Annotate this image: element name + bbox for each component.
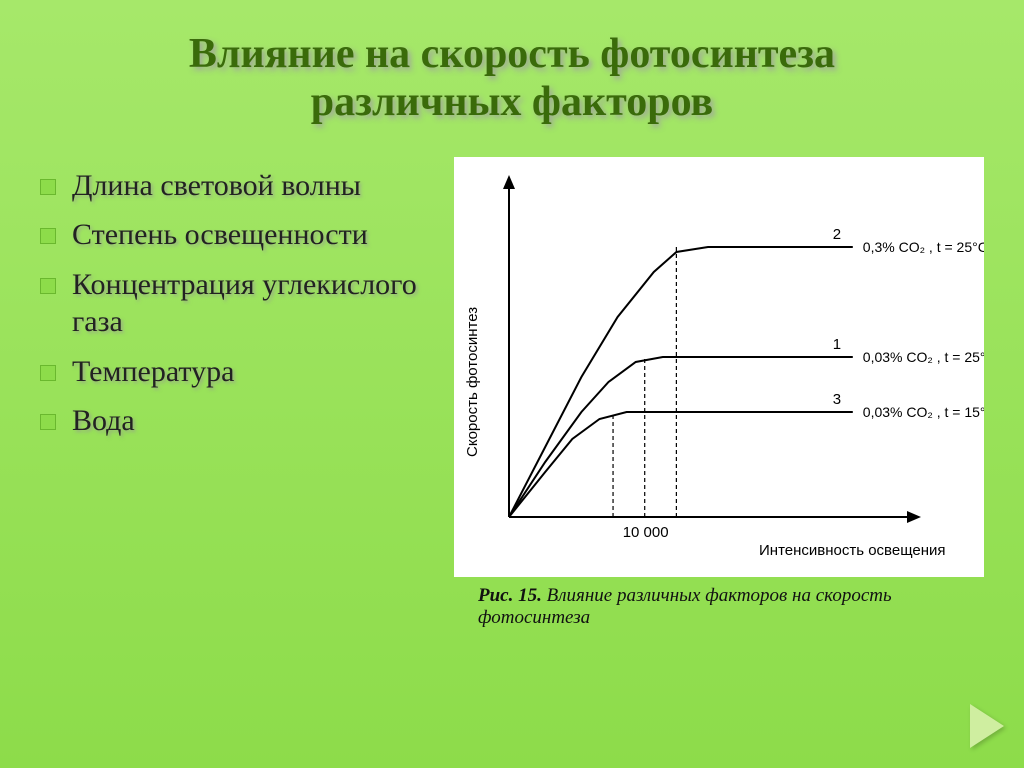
svg-text:0,03% CO₂ , t = 25°C: 0,03% CO₂ , t = 25°C [863, 349, 984, 365]
bullet-icon [40, 278, 56, 294]
content-area: Длина световой волны Степень освещенност… [40, 157, 984, 452]
svg-text:10 000: 10 000 [623, 524, 669, 541]
title-line2: различных факторов [311, 79, 714, 125]
list-item: Вода [40, 402, 460, 440]
svg-text:0,3% CO₂ , t = 25°C: 0,3% CO₂ , t = 25°C [863, 239, 984, 255]
list-item: Концентрация углекислого газа [40, 266, 460, 341]
bullet-icon [40, 179, 56, 195]
caption-prefix: Рис. 15. [478, 585, 542, 606]
bullet-text: Длина световой волны [72, 167, 361, 205]
slide-title: Влияние на скорость фотосинтеза различны… [40, 30, 984, 127]
slide: Влияние на скорость фотосинтеза различны… [0, 0, 1024, 768]
svg-text:2: 2 [833, 226, 841, 243]
list-item: Длина световой волны [40, 167, 460, 205]
bullet-list: Длина световой волны Степень освещенност… [40, 157, 460, 452]
bullet-icon [40, 414, 56, 430]
figure-caption: Рис. 15. Влияние различных факторов на с… [454, 577, 984, 631]
svg-text:1: 1 [833, 336, 841, 353]
list-item: Температура [40, 353, 460, 391]
figure: Скорость фотосинтез Интенсивность освещен… [454, 157, 984, 631]
svg-text:3: 3 [833, 391, 841, 408]
bullet-icon [40, 228, 56, 244]
bullet-text: Концентрация углекислого газа [72, 266, 460, 341]
svg-text:0,03% CO₂ , t = 15°C: 0,03% CO₂ , t = 15°C [863, 404, 984, 420]
svg-text:Интенсивность освещения: Интенсивность освещения [759, 542, 946, 559]
bullet-text: Вода [72, 402, 135, 440]
bullet-text: Степень освещенности [72, 216, 368, 254]
bullet-icon [40, 365, 56, 381]
svg-text:Скорость фотосинтез: Скорость фотосинтез [464, 306, 481, 456]
bullet-text: Температура [72, 353, 234, 391]
chart: Скорость фотосинтез Интенсивность освещен… [454, 157, 984, 577]
title-line1: Влияние на скорость фотосинтеза [189, 31, 835, 77]
next-slide-button[interactable] [970, 704, 1004, 748]
chart-svg: Скорость фотосинтез Интенсивность освещен… [454, 157, 984, 577]
list-item: Степень освещенности [40, 216, 460, 254]
